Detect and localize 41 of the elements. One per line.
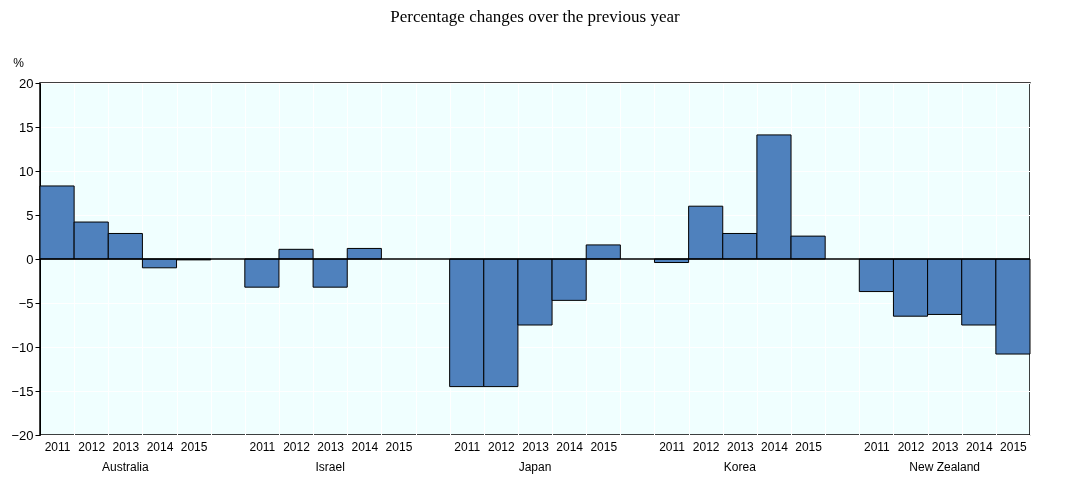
y-tick-label: −15 xyxy=(11,383,34,399)
y-tick-label: −10 xyxy=(11,339,34,355)
x-tick-label: 2012 xyxy=(283,439,311,454)
y-tick-label: −5 xyxy=(18,295,34,311)
x-tick-label: 2014 xyxy=(965,439,993,454)
x-tick-label: 2013 xyxy=(112,439,140,454)
x-tick-label: 2014 xyxy=(556,439,584,454)
y-axis-title: % xyxy=(13,55,25,70)
x-tick-label: 2011 xyxy=(454,439,481,454)
text: Israel xyxy=(315,460,345,474)
x-tick-label: 2011 xyxy=(659,439,686,454)
y-tick-label: 10 xyxy=(19,163,34,179)
x-tick-label: 2014 xyxy=(351,439,379,454)
text: Australia xyxy=(102,460,150,474)
x-tick-label: 2012 xyxy=(488,439,516,454)
text: New Zealand xyxy=(909,460,981,474)
x-tick-label: 2015 xyxy=(795,439,823,454)
y-tick-label: −20 xyxy=(11,427,34,443)
chart-title: Percentage changes over the previous year xyxy=(390,7,681,26)
x-tick-label: 2011 xyxy=(44,439,71,454)
x-tick-label: 2014 xyxy=(761,439,789,454)
x-tick-label: 2011 xyxy=(863,439,891,454)
x-tick-label: 2011 xyxy=(249,439,276,454)
y-tick-label: 5 xyxy=(26,207,34,223)
x-tick-label: 2013 xyxy=(726,439,754,454)
y-tick-label: 0 xyxy=(26,251,34,267)
x-tick-label: 2013 xyxy=(317,439,345,454)
y-tick-label: 20 xyxy=(19,75,34,91)
x-tick-label: 2012 xyxy=(692,439,720,454)
x-tick-label: 2014 xyxy=(146,439,174,454)
text: Korea xyxy=(723,460,757,474)
x-tick-label: 2015 xyxy=(385,439,413,454)
x-tick-label: 2012 xyxy=(78,439,106,454)
x-tick-label: 2013 xyxy=(522,439,550,454)
x-tick-label: 2015 xyxy=(1000,439,1028,454)
x-tick-label: 2013 xyxy=(931,439,959,454)
x-tick-label: 2012 xyxy=(897,439,925,454)
text: Japan xyxy=(518,460,552,474)
x-tick-label: 2015 xyxy=(590,439,618,454)
x-tick-label: 2015 xyxy=(180,439,208,454)
y-tick-label: 15 xyxy=(19,119,34,135)
